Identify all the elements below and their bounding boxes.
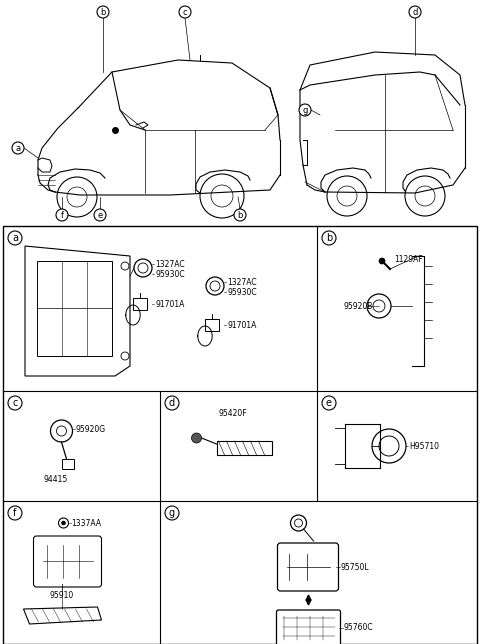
Circle shape <box>12 142 24 154</box>
Bar <box>205 319 219 331</box>
Text: 95920B: 95920B <box>344 301 373 310</box>
Circle shape <box>94 209 106 221</box>
Text: g: g <box>302 106 308 115</box>
FancyBboxPatch shape <box>34 536 101 587</box>
Circle shape <box>299 104 311 116</box>
Text: e: e <box>326 398 332 408</box>
Circle shape <box>8 506 22 520</box>
Text: 1327AC: 1327AC <box>227 278 257 287</box>
Bar <box>61 459 73 469</box>
Circle shape <box>97 6 109 18</box>
Text: 95420F: 95420F <box>218 408 247 417</box>
Text: H95710: H95710 <box>409 442 439 451</box>
Text: 95930C: 95930C <box>227 287 257 296</box>
Text: 95910: 95910 <box>49 591 73 600</box>
Circle shape <box>379 258 385 264</box>
Text: 95930C: 95930C <box>155 269 185 278</box>
Text: c: c <box>12 398 18 408</box>
Circle shape <box>56 209 68 221</box>
Circle shape <box>409 6 421 18</box>
Text: b: b <box>326 233 332 243</box>
Text: 91701A: 91701A <box>227 321 256 330</box>
Text: f: f <box>60 211 63 220</box>
FancyBboxPatch shape <box>276 610 340 644</box>
Bar <box>3 226 477 644</box>
Bar <box>216 441 272 455</box>
Circle shape <box>192 433 202 443</box>
Text: e: e <box>97 211 103 220</box>
Circle shape <box>165 506 179 520</box>
Circle shape <box>61 521 65 525</box>
Text: g: g <box>169 508 175 518</box>
Text: 1327AC: 1327AC <box>155 260 185 269</box>
Circle shape <box>234 209 246 221</box>
Bar <box>37 261 112 356</box>
Text: b: b <box>100 8 106 17</box>
Text: a: a <box>15 144 21 153</box>
Bar <box>133 298 147 310</box>
Text: 1129AF: 1129AF <box>394 254 423 263</box>
Text: b: b <box>237 211 243 220</box>
Text: c: c <box>183 8 187 17</box>
Text: 95920G: 95920G <box>75 424 106 433</box>
Text: 95760C: 95760C <box>344 623 373 632</box>
Circle shape <box>322 396 336 410</box>
Circle shape <box>179 6 191 18</box>
FancyBboxPatch shape <box>277 543 338 591</box>
Text: d: d <box>169 398 175 408</box>
Text: d: d <box>412 8 418 17</box>
Circle shape <box>8 396 22 410</box>
Text: a: a <box>12 233 18 243</box>
Text: 1337AA: 1337AA <box>72 518 102 527</box>
Text: 91701A: 91701A <box>155 299 184 308</box>
Circle shape <box>165 396 179 410</box>
Circle shape <box>322 231 336 245</box>
Text: f: f <box>13 508 17 518</box>
Text: 95750L: 95750L <box>340 562 369 571</box>
Text: 94415: 94415 <box>44 475 68 484</box>
Circle shape <box>8 231 22 245</box>
